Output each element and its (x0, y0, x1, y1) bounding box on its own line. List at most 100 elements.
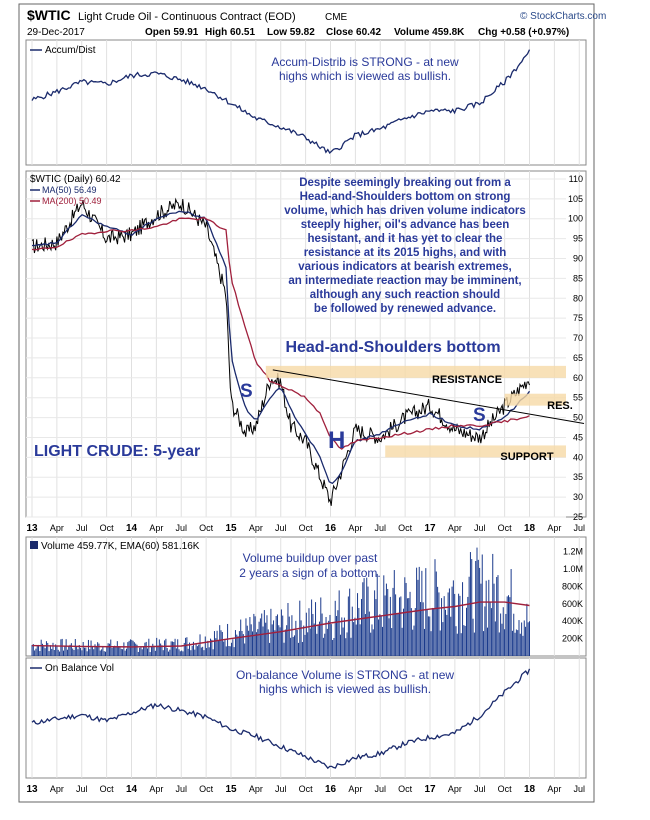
support-label: SUPPORT (500, 451, 553, 463)
price-tick-label: 75 (573, 313, 583, 323)
x-tick-price: 13 (26, 523, 38, 534)
volume-tick-label: 600K (562, 599, 583, 609)
plots (31, 49, 531, 770)
x-tick-price: Jul (573, 523, 585, 533)
obv-line (31, 668, 531, 770)
x-tick-obv: Apr (249, 784, 263, 794)
price-tick-label: 40 (573, 452, 583, 462)
x-tick-price: Jul (474, 523, 486, 533)
price-tick-label: 50 (573, 413, 583, 423)
x-tick-price: Jul (76, 523, 88, 533)
x-tick-price: Oct (299, 523, 314, 533)
low: Low 59.82 (267, 27, 315, 38)
right-shoulder-label: S (473, 405, 486, 426)
x-tick-price: Jul (374, 523, 386, 533)
accum-dist-line (31, 49, 531, 155)
price-tick-label: 85 (573, 273, 583, 283)
grid: 110 105 100 95 90 85 80 75 70 65 60 55 50 45 40 35 30 25 1… (26, 40, 585, 795)
x-tick-price: Oct (199, 523, 214, 533)
exchange: CME (325, 12, 348, 23)
x-tick-price: Apr (50, 523, 64, 533)
x-tick-obv: Apr (50, 784, 64, 794)
price-tick-label: 90 (573, 253, 583, 263)
text-box-line-4: steeply higher, oil's advance has been (301, 219, 510, 231)
obv-annotation: On-balance Volume is STRONG - at new hig… (236, 668, 454, 696)
obv-legend-label: On Balance Vol (45, 663, 114, 674)
x-tick-price: 17 (424, 523, 436, 534)
text-box-line-7: various indicators at bearish extremes, (298, 261, 511, 273)
x-tick-obv: 13 (26, 784, 38, 795)
price-tick-label: 35 (573, 472, 583, 482)
price-series-0 (31, 197, 530, 506)
x-tick-price: Apr (348, 523, 362, 533)
obv-annotation-line-2: highs which is viewed as bullish. (259, 682, 431, 696)
x-tick-obv: Oct (199, 784, 214, 794)
open: Open 59.91 (145, 27, 199, 38)
accum-annotation-line-2: highs which is viewed as bullish. (279, 69, 451, 83)
high: High 60.51 (205, 27, 255, 38)
x-tick-price: Jul (275, 523, 287, 533)
x-tick-obv: Apr (149, 784, 163, 794)
price-tick-label: 25 (573, 512, 583, 522)
price-tick-label: 105 (568, 194, 583, 204)
x-tick-obv: 15 (225, 784, 237, 795)
volume-tick-label: 1.2M (563, 547, 583, 557)
price-legend-1: MA(50) 56.49 (42, 185, 97, 195)
volume-legend-label: Volume 459.77K, EMA(60) 581.16K (41, 541, 200, 552)
volume-tick-label: 200K (562, 634, 583, 644)
volume-annotation-line-1: Volume buildup over past (243, 551, 378, 565)
price-tick-label: 95 (573, 234, 583, 244)
text-box-line-10: be followed by renewed advance. (314, 303, 496, 315)
accum-legend-label: Accum/Dist (45, 45, 96, 56)
x-tick-price: Oct (498, 523, 513, 533)
x-tick-obv: Jul (76, 784, 88, 794)
x-tick-obv: Apr (448, 784, 462, 794)
x-tick-price: Oct (398, 523, 413, 533)
price-tick-label: 80 (573, 293, 583, 303)
volume: Volume 459.8K (394, 27, 465, 38)
x-tick-price: Apr (448, 523, 462, 533)
x-tick-obv: Jul (175, 784, 187, 794)
x-tick-price: Apr (149, 523, 163, 533)
res-zone (504, 393, 566, 406)
x-tick-price: 14 (126, 523, 138, 534)
price-tick-label: 60 (573, 373, 583, 383)
text-box-line-9: although any such reaction should (310, 289, 500, 301)
x-tick-price: 16 (325, 523, 337, 534)
x-tick-obv: Jul (275, 784, 287, 794)
x-tick-obv: 18 (524, 784, 536, 795)
x-tick-price: 15 (225, 523, 237, 534)
x-tick-obv: Oct (498, 784, 513, 794)
price-tick-label: 30 (573, 492, 583, 502)
date: 29-Dec-2017 (27, 27, 85, 38)
x-tick-obv: 16 (325, 784, 337, 795)
text-box-line-1: Despite seemingly breaking out from a (299, 177, 511, 189)
x-tick-obv: Jul (374, 784, 386, 794)
accum-annotation: Accum-Distrib is STRONG - at new highs w… (271, 55, 459, 83)
chart-label: LIGHT CRUDE: 5-year (34, 443, 200, 460)
x-tick-price: 18 (524, 523, 536, 534)
head-label: H (328, 427, 345, 454)
left-shoulder-label: S (240, 381, 253, 402)
support-zone (385, 445, 566, 458)
res-label: RES. (547, 400, 573, 412)
volume-legend-swatch (30, 541, 38, 549)
volume-annotation: Volume buildup over past 2 years a sign … (239, 551, 380, 580)
x-tick-obv: Oct (100, 784, 115, 794)
price-tick-label: 110 (569, 174, 583, 184)
text-box-line-2: Head-and-Shoulders bottom on strong (300, 191, 511, 203)
price-tick-label: 55 (573, 393, 583, 403)
volume-tick-label: 1.0M (563, 564, 583, 574)
text-box-line-6: resistance at its 2015 highs, and with (304, 247, 507, 259)
text-box-line-3: volume, which has driven volume indicato… (284, 205, 526, 217)
price-tick-label: 45 (573, 432, 583, 442)
price-tick-label: 70 (573, 333, 583, 343)
volume-tick-label: 800K (562, 581, 583, 591)
price-legend: $WTIC (Daily) 60.42 MA(50) 56.49 MA(200)… (30, 174, 121, 206)
volume-annotation-line-2: 2 years a sign of a bottom. (239, 566, 380, 580)
pattern-title: Head-and-Shoulders bottom (285, 339, 500, 356)
x-tick-obv: Oct (398, 784, 413, 794)
x-tick-obv: Jul (474, 784, 486, 794)
volume-tick-label: 400K (562, 616, 583, 626)
